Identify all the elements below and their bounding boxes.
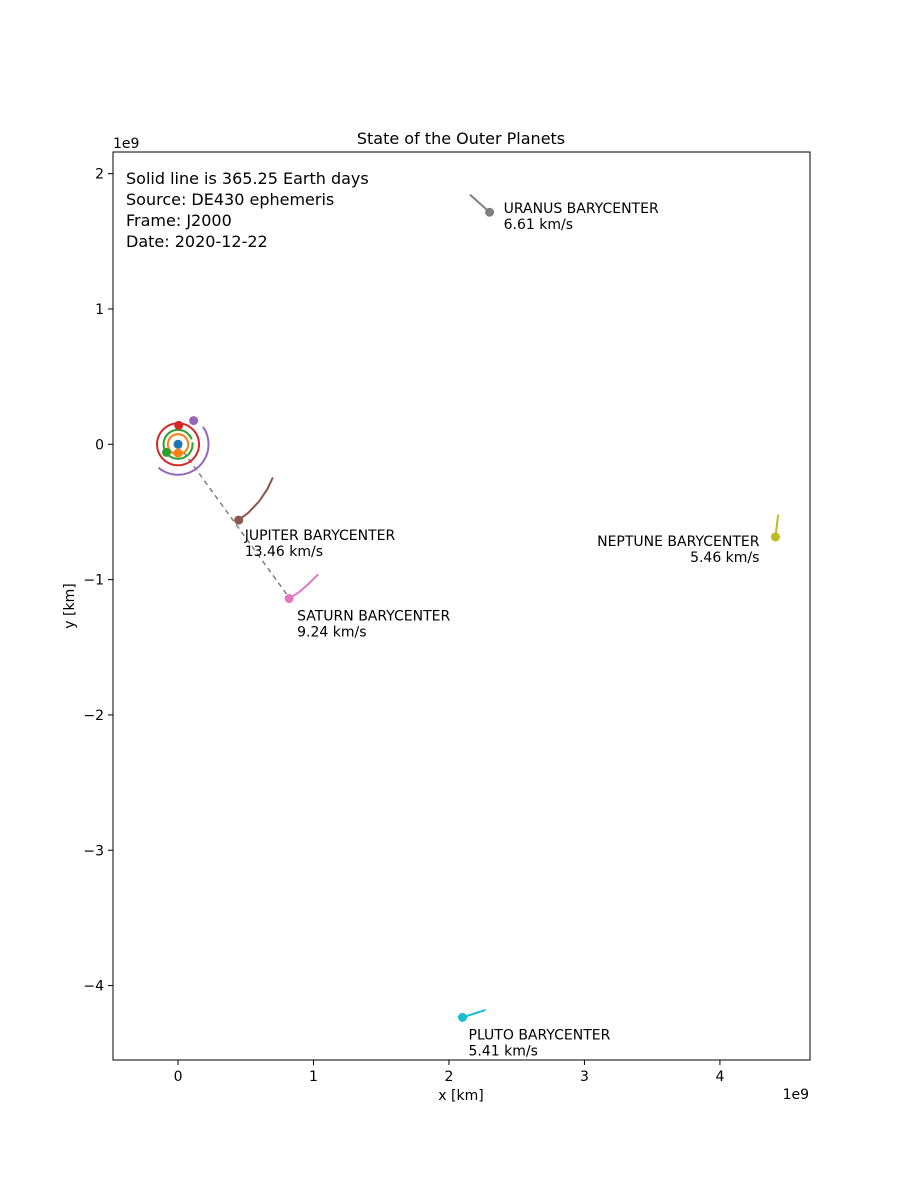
y-tick-label-1: 1	[95, 302, 104, 318]
y-tick-label-5: −3	[83, 843, 104, 859]
planet-speed-label-3: 5.46 km/s	[690, 550, 759, 566]
x-tick-label-2: 2	[445, 1069, 454, 1085]
trajectory-dashed-line	[177, 443, 291, 599]
x-offset-label: 1e9	[783, 1087, 809, 1103]
planet-point-4	[458, 1012, 468, 1022]
y-tick-label-4: −2	[83, 708, 104, 724]
inner-planet-point-0	[173, 439, 183, 449]
info-line-0: Solid line is 365.25 Earth days	[126, 169, 369, 188]
y-tick-label-2: 0	[95, 437, 104, 453]
inner-orbit-4	[157, 426, 210, 476]
x-tick-label-1: 1	[309, 1069, 318, 1085]
planet-speed-label-0: 13.46 km/s	[245, 544, 323, 560]
planet-point-1	[284, 594, 294, 604]
y-axis-label: y [km]	[62, 583, 78, 628]
info-line-3: Date: 2020-12-22	[126, 232, 268, 251]
planet-track-0	[238, 477, 274, 521]
y-tick-label-6: −4	[83, 979, 104, 995]
x-axis-label: x [km]	[438, 1088, 483, 1104]
planet-point-3	[770, 532, 780, 542]
chart-title: State of the Outer Planets	[357, 129, 565, 148]
y-tick-label-3: −1	[83, 573, 104, 589]
planet-point-2	[485, 207, 495, 217]
inner-planet-point-1	[173, 448, 183, 458]
axis-ticks: 0 1 2 3 4 2 1 0 −1 −2 −3 −4	[83, 167, 724, 1085]
x-tick-label-3: 3	[580, 1069, 589, 1085]
planet-point-0	[234, 515, 244, 525]
info-box: Solid line is 365.25 Earth days Source: D…	[126, 169, 369, 251]
planet-name-label-4: PLUTO BARYCENTER	[469, 1027, 611, 1043]
x-tick-label-0: 0	[174, 1069, 183, 1085]
info-line-1: Source: DE430 ephemeris	[126, 190, 334, 209]
planet-name-label-3: NEPTUNE BARYCENTER	[597, 534, 760, 550]
inner-planet-point-4	[189, 416, 199, 426]
planet-name-label-0: JUPITER BARYCENTER	[244, 528, 396, 544]
planet-name-label-2: URANUS BARYCENTER	[504, 201, 659, 217]
y-offset-label: 1e9	[113, 136, 139, 152]
inner-planet-point-2	[162, 447, 172, 457]
info-line-2: Frame: J2000	[126, 211, 232, 230]
planet-speed-label-1: 9.24 km/s	[297, 625, 366, 641]
x-tick-label-4: 4	[715, 1069, 724, 1085]
inner-planet-point-3	[174, 420, 184, 430]
planet-name-label-1: SATURN BARYCENTER	[297, 609, 450, 625]
plot-area	[156, 193, 780, 1022]
planet-speed-label-4: 5.41 km/s	[469, 1043, 538, 1059]
planet-speed-label-2: 6.61 km/s	[504, 217, 573, 233]
plot-frame	[112, 151, 811, 1061]
y-tick-label-0: 2	[95, 167, 104, 183]
planet-track-1	[288, 573, 319, 600]
inner-orbit-3	[156, 422, 201, 467]
inner-orbit-2	[162, 428, 194, 460]
